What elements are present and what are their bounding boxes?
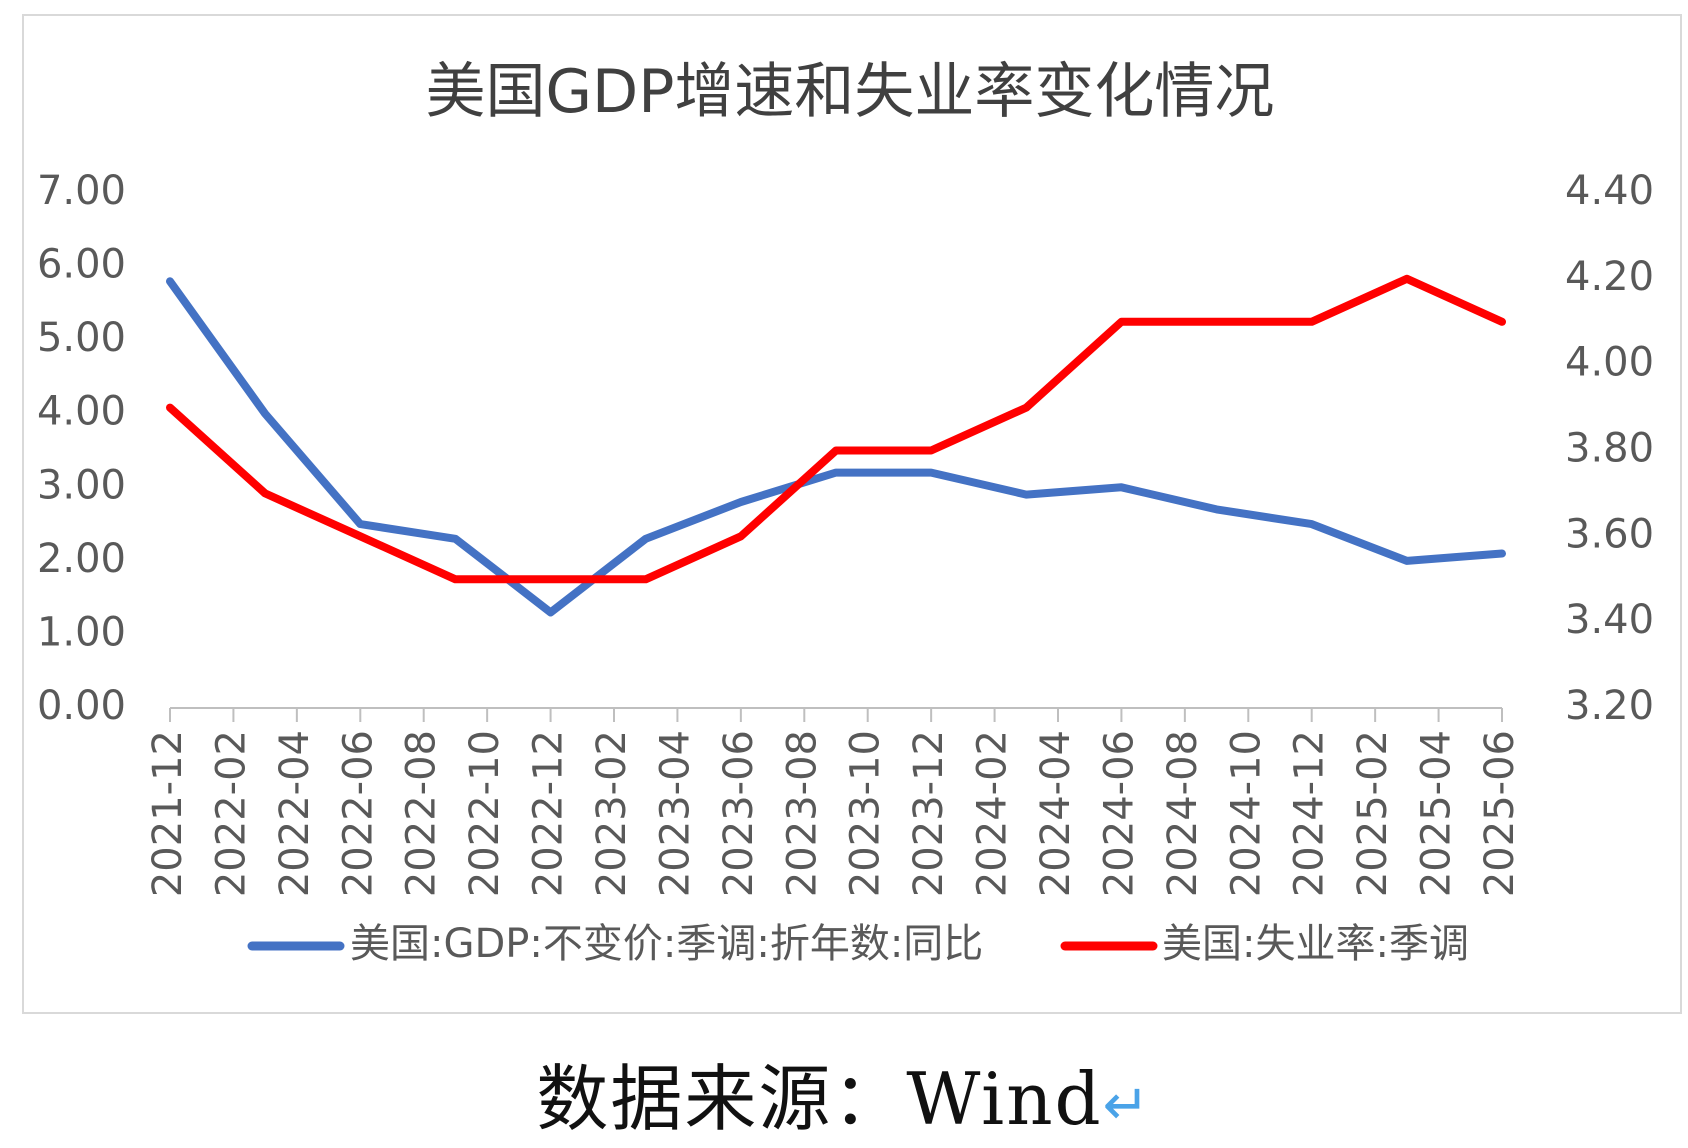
gdp-series-line xyxy=(166,277,1506,617)
x-tick-label: 2022-06 xyxy=(335,730,381,897)
y-right-tick-label: 3.20 xyxy=(1565,683,1654,729)
legend-label: 美国:失业率:季调 xyxy=(1162,921,1469,967)
x-tick-label: 2022-08 xyxy=(399,730,445,897)
y-left-tick-label: 0.00 xyxy=(37,683,126,729)
x-tick-label: 2022-10 xyxy=(462,730,508,897)
source-label: 数据来源：Wind xyxy=(536,1057,1103,1141)
x-tick-label: 2024-08 xyxy=(1160,730,1206,897)
x-tick-label: 2025-06 xyxy=(1477,730,1523,897)
y-left-tick-label: 4.00 xyxy=(37,389,126,435)
x-tick-label: 2024-04 xyxy=(1033,730,1079,897)
x-tick-label: 2023-10 xyxy=(843,730,889,897)
y-left-tick-label: 2.00 xyxy=(37,536,126,582)
y-right-tick-label: 3.60 xyxy=(1565,511,1654,557)
y-left-tick-label: 1.00 xyxy=(37,609,126,655)
x-tick-label: 2025-02 xyxy=(1350,730,1396,897)
return-icon: ↵ xyxy=(1102,1073,1152,1138)
x-tick-label: 2024-06 xyxy=(1096,730,1142,897)
y-right-tick-label: 4.00 xyxy=(1565,340,1654,386)
x-tick-label: 2024-02 xyxy=(970,730,1016,897)
y-left-tick-label: 3.00 xyxy=(37,462,126,508)
x-tick-label: 2025-04 xyxy=(1414,730,1460,897)
x-tick-label: 2024-10 xyxy=(1223,730,1269,897)
x-tick-label: 2023-06 xyxy=(716,730,762,897)
x-tick-label: 2022-02 xyxy=(208,730,254,897)
x-tick-label: 2023-02 xyxy=(589,730,635,897)
y-right-tick-label: 4.20 xyxy=(1565,254,1654,300)
y-left-tick-label: 7.00 xyxy=(37,168,126,214)
chart-title: 美国GDP增速和失业率变化情况 xyxy=(426,57,1275,127)
legend-label: 美国:GDP:不变价:季调:折年数:同比 xyxy=(350,921,983,967)
y-left-tick-label: 5.00 xyxy=(37,315,126,361)
x-tick-label: 2023-08 xyxy=(779,730,825,897)
y-left-tick-label: 6.00 xyxy=(37,242,126,288)
x-tick-label: 2022-12 xyxy=(526,730,572,897)
x-tick-label: 2022-04 xyxy=(272,730,318,897)
y-right-tick-label: 4.40 xyxy=(1565,168,1654,214)
x-tick-label: 2021-12 xyxy=(145,730,191,897)
line-chart: 美国GDP增速和失业率变化情况 2021-12 2022-02 2022-04 2022… xyxy=(37,57,1654,967)
source-note: 数据来源：Wind↵ xyxy=(0,1040,1688,1145)
chart-frame xyxy=(22,14,1682,1014)
unemployment-series-line xyxy=(166,274,1506,584)
x-tick-label: 2023-04 xyxy=(652,730,698,897)
y-right-tick-label: 3.40 xyxy=(1565,597,1654,643)
y-right-tick-label: 3.80 xyxy=(1565,426,1654,472)
x-tick-label: 2023-12 xyxy=(906,730,952,897)
x-tick-label: 2024-12 xyxy=(1287,730,1333,897)
